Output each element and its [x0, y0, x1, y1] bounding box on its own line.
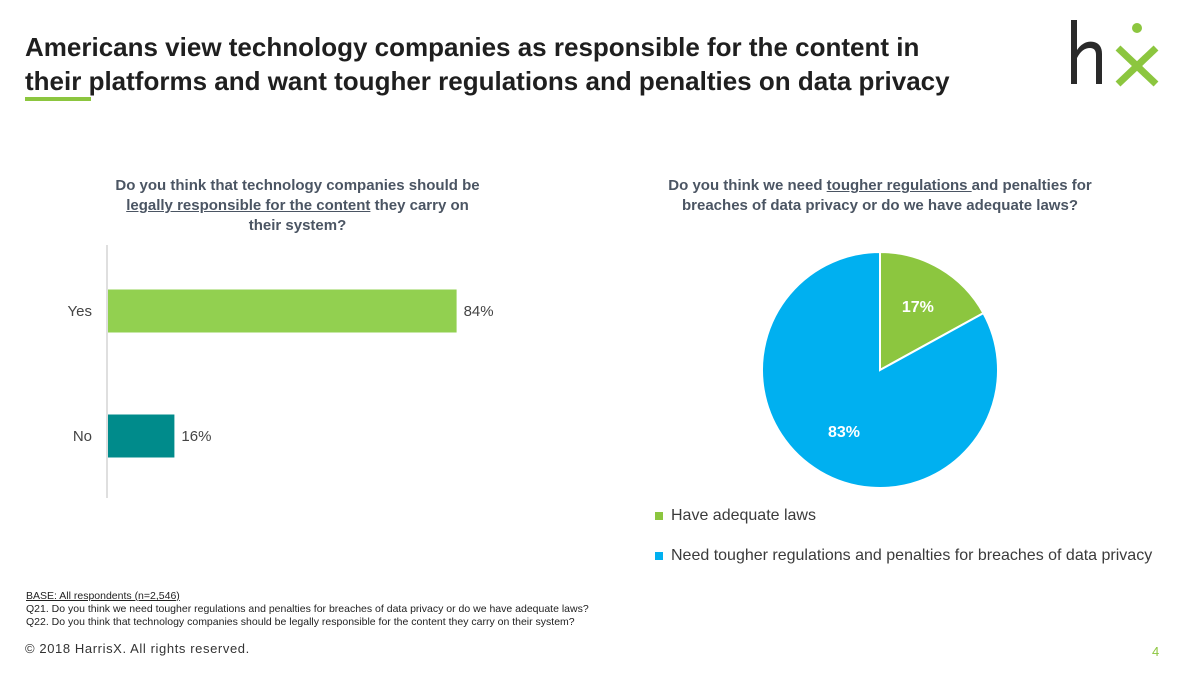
pie-slice-tougher-regulations [761, 250, 999, 489]
pie-question-part1: Do you think we need [668, 177, 827, 194]
pie-question-part2: and penalties for breaches of data priva… [682, 177, 1092, 214]
legend-swatch-tougher-regulations [655, 552, 663, 560]
harrisx-logo: hx [1071, 20, 1159, 87]
pie-legend: Have adequate laws Need tougher regulati… [655, 505, 1152, 585]
bar-category-label-no: No [73, 428, 92, 445]
bar-chart: Yes 84% No 16% [68, 245, 494, 498]
footnote-q22: Q22. Do you think that technology compan… [26, 616, 575, 628]
legend-swatch-adequate-laws [655, 512, 663, 520]
bar-question-part1: Do you think that technology companies s… [115, 177, 480, 194]
bar-chart-question: Do you think that technology companies s… [110, 176, 485, 236]
pie-value-label-tougher-regulations: 83% [828, 424, 860, 441]
legend-label-tougher-regulations: Need tougher regulations and penalties f… [671, 547, 1153, 564]
page-number: 4 [1152, 644, 1160, 659]
title-accent-bar [25, 97, 91, 101]
bar-no [108, 414, 175, 458]
copyright: © 2018 HarrisX. All rights reserved. [25, 641, 250, 656]
bar-question-part2: they carry on their system? [248, 197, 469, 234]
footnote: BASE: All respondents (n=2,546) Q21. Do … [26, 590, 589, 629]
pie-chart-question: Do you think we need tougher regulations… [640, 176, 1120, 216]
legend-item-tougher-regulations: Need tougher regulations and penalties f… [655, 545, 1152, 567]
footnote-base: BASE: All respondents (n=2,546) [26, 590, 180, 602]
page-title: Americans view technology companies as r… [25, 30, 1035, 98]
bar-category-label-yes: Yes [68, 303, 92, 320]
footnote-q21: Q21. Do you think we need tougher regula… [26, 603, 589, 615]
pie-question-underlined: tougher regulations [826, 177, 972, 194]
title-line-1: Americans view technology companies as r… [25, 32, 920, 62]
pie-value-label-adequate-laws: 17% [902, 299, 934, 316]
bar-yes [108, 289, 457, 333]
bar-value-label-no: 16% [181, 428, 211, 445]
bar-question-underlined: legally responsible for the content [126, 197, 371, 214]
bar-value-label-yes: 84% [464, 303, 494, 320]
legend-item-adequate-laws: Have adequate laws [655, 505, 1152, 527]
title-line-2: their platforms and want tougher regulat… [25, 66, 950, 96]
legend-label-adequate-laws: Have adequate laws [671, 507, 816, 524]
pie-chart: 17% 83% [761, 250, 999, 489]
pie-slice-adequate-laws [879, 250, 985, 372]
